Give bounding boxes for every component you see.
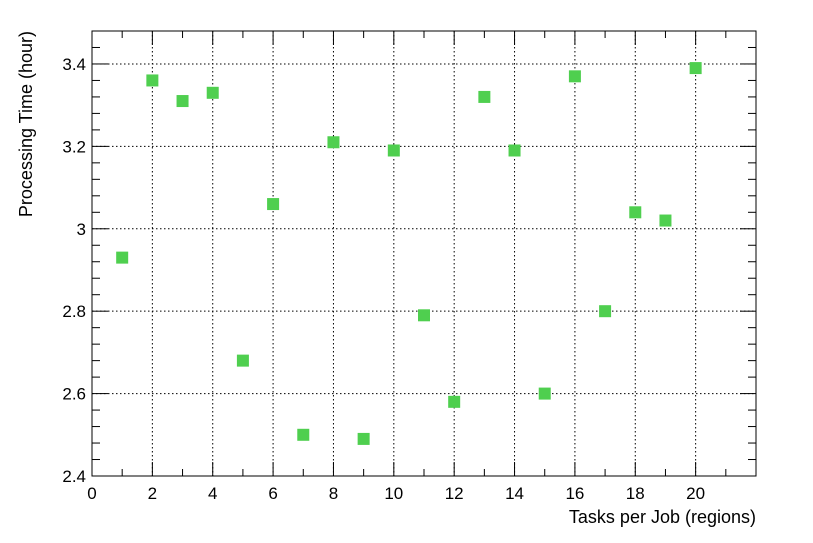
x-tick-label: 2 [148,484,157,503]
data-point [357,432,370,445]
data-point [297,428,310,441]
x-tick-label: 20 [686,484,705,503]
data-point [236,354,249,367]
x-tick-label: 16 [565,484,584,503]
data-point [327,136,340,149]
y-axis-title: Processing Time (hour) [16,31,36,217]
x-tick-label: 4 [208,484,217,503]
y-tick-label: 3.2 [62,137,86,156]
y-tick-label: 3.4 [62,55,86,74]
data-point [538,387,551,400]
data-point [418,309,430,322]
x-tick-label: 10 [384,484,403,503]
data-point [659,214,672,227]
data-point [599,305,612,318]
y-axis-tick-labels: 2.4 2.6 2.8 3 3.2 3.4 [62,55,86,486]
data-point [689,62,702,75]
axis-ticks [91,30,757,477]
x-tick-label: 0 [87,484,96,503]
data-point [146,74,159,87]
data-point [116,251,129,264]
data-point [568,70,581,83]
x-axis-title: Tasks per Job (regions) [569,507,756,527]
data-point [478,90,491,103]
data-point [629,206,642,219]
y-tick-label: 2.8 [62,302,86,321]
plot-frame [91,30,757,477]
x-tick-label: 12 [445,484,464,503]
data-point [206,86,219,99]
data-point [508,144,521,157]
x-tick-label: 8 [329,484,338,503]
data-point [176,95,189,108]
data-point [448,395,461,408]
data-point [387,144,400,157]
data-points [116,62,702,445]
x-axis-tick-labels: 0 2 4 6 8 10 12 14 16 18 20 [87,484,705,503]
y-tick-label: 2.6 [62,385,86,404]
y-tick-label: 3 [77,220,86,239]
data-point [267,198,280,211]
x-tick-label: 6 [268,484,277,503]
x-tick-label: 18 [626,484,645,503]
x-tick-label: 14 [505,484,524,503]
y-tick-label: 2.4 [62,467,86,486]
